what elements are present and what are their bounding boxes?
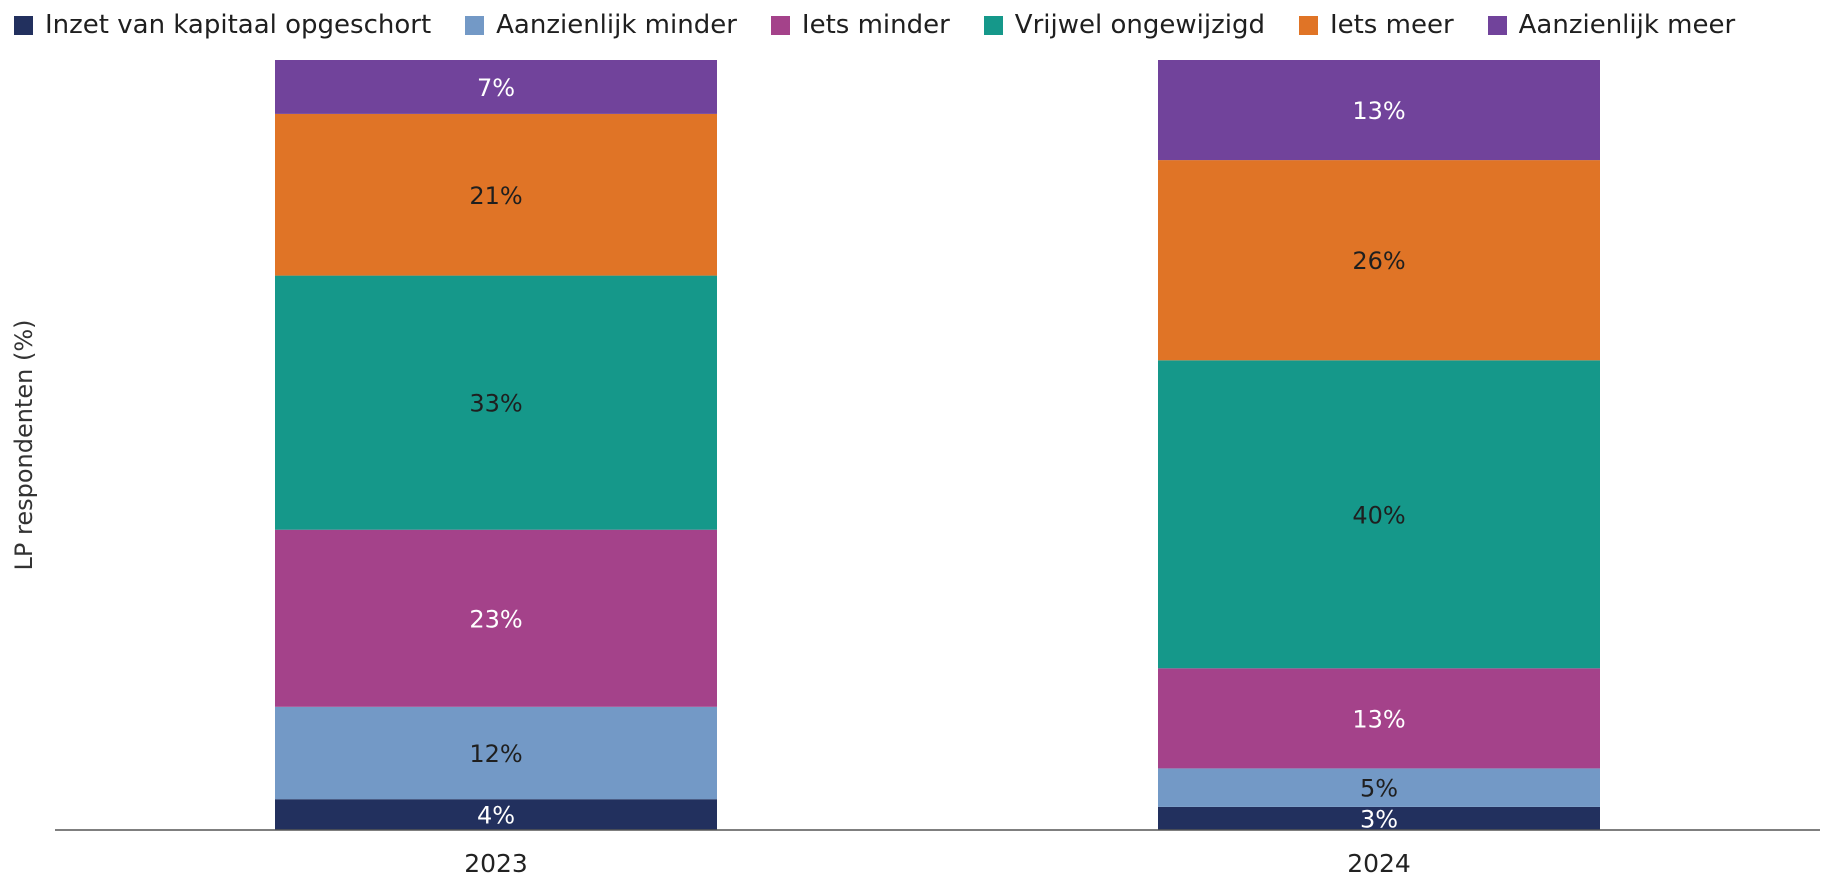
- bar-segment: [275, 113, 717, 276]
- data-label: 7%: [477, 74, 515, 102]
- legend-item: Aanzienlijk meer: [1487, 10, 1736, 40]
- bar-segment: [1158, 768, 1600, 807]
- data-label: 26%: [1352, 247, 1405, 275]
- x-tick-label: 2023: [464, 849, 528, 878]
- data-label: 4%: [477, 802, 515, 830]
- bar-segment: [275, 60, 717, 114]
- bar-segment: [275, 275, 717, 530]
- legend-swatch: [770, 15, 790, 35]
- bar-segment: [1158, 360, 1600, 669]
- legend: Inzet van kapitaal opgeschort Aanzienlijk…: [14, 8, 1769, 42]
- legend-label: Iets meer: [1329, 10, 1454, 40]
- bar-segment: [275, 799, 717, 830]
- x-tick-label: 2024: [1347, 849, 1411, 878]
- data-label: 40%: [1352, 501, 1405, 529]
- legend-label: Aanzienlijk meer: [1518, 10, 1736, 40]
- bar-segment: [1158, 668, 1600, 769]
- data-label: 13%: [1352, 705, 1405, 733]
- bar-segment: [275, 706, 717, 800]
- legend-label: Inzet van kapitaal opgeschort: [45, 10, 432, 40]
- legend-item: Iets minder: [770, 10, 950, 40]
- legend-swatch: [465, 15, 485, 35]
- data-label: 13%: [1352, 97, 1405, 125]
- legend-swatch: [14, 15, 33, 35]
- legend-swatch: [1487, 15, 1507, 35]
- data-label: 23%: [469, 605, 522, 633]
- bar-segment: [1158, 806, 1600, 830]
- legend-label: Vrijwel ongewijzigd: [1014, 10, 1265, 40]
- legend-item: Aanzienlijk minder: [465, 10, 737, 40]
- data-label: 21%: [469, 182, 522, 210]
- legend-label: Aanzienlijk minder: [496, 10, 737, 40]
- bars-group: [275, 60, 1600, 830]
- legend-item: Iets meer: [1298, 10, 1454, 40]
- legend-swatch: [1298, 15, 1318, 35]
- bar-segment: [275, 529, 717, 707]
- legend-swatch: [983, 15, 1003, 35]
- data-label: 33%: [469, 390, 522, 418]
- data-label: 5%: [1360, 775, 1398, 803]
- bar-segment: [1158, 60, 1600, 161]
- legend-label: Iets minder: [801, 10, 950, 40]
- legend-item: Inzet van kapitaal opgeschort: [14, 10, 431, 40]
- data-labels-group: 4% 12% 23% 33% 21% 7% 3%5% 13% 40% 26% 13%: [469, 74, 1405, 834]
- data-label: 12%: [469, 740, 522, 768]
- x-tick-labels-group: 2023 2024: [464, 849, 1411, 878]
- bar-segment: [1158, 160, 1600, 361]
- legend-item: Vrijwel ongewijzigd: [983, 10, 1265, 40]
- data-label: 3%: [1360, 805, 1398, 833]
